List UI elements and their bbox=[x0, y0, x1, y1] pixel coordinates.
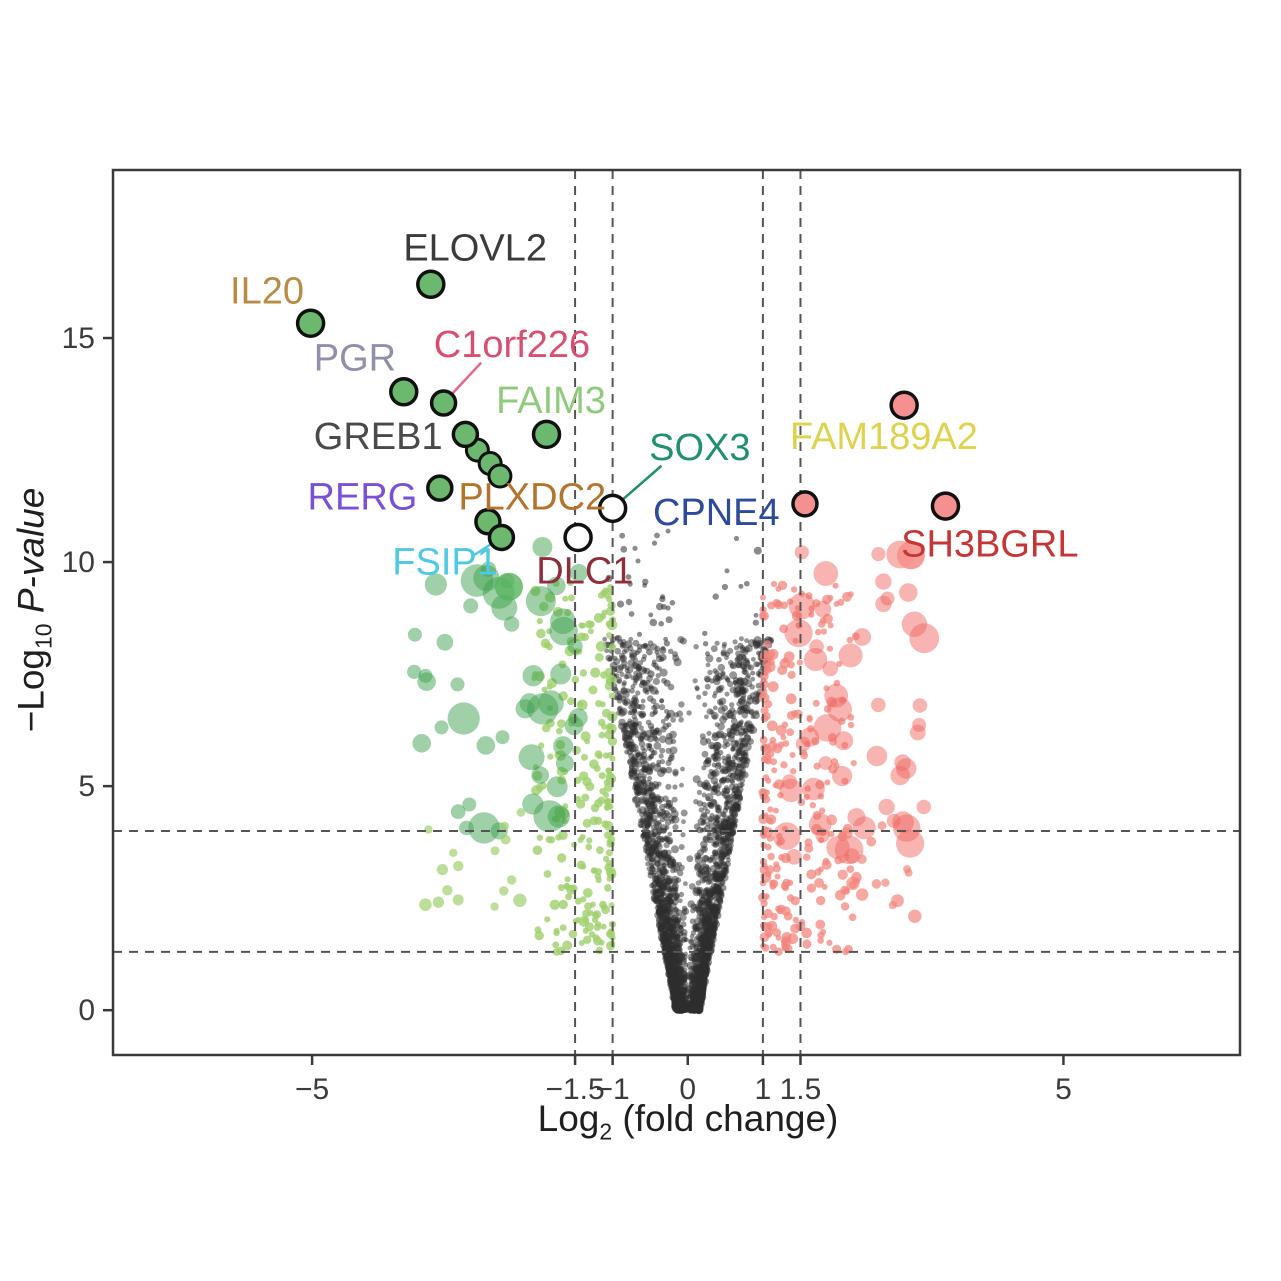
gene-point-FAM189A2 bbox=[889, 390, 919, 421]
outlined-point bbox=[487, 463, 513, 489]
gene-point-IL20 bbox=[295, 308, 326, 339]
gene-label-CPNE4: CPNE4 bbox=[653, 492, 780, 534]
points-up-scatter bbox=[826, 814, 922, 923]
gene-point-SH3BGRL bbox=[930, 491, 961, 521]
gene-label-RERG: RERG bbox=[308, 476, 418, 518]
gene-label-ELOVL2: ELOVL2 bbox=[403, 228, 547, 270]
gene-point-FSIP1 bbox=[487, 523, 516, 552]
y-tick-label: 5 bbox=[78, 770, 95, 803]
y-axis-label-subscript: 10 bbox=[30, 623, 57, 649]
x-tick-label: −1.5 bbox=[545, 1073, 604, 1106]
gene-label-SOX3: SOX3 bbox=[649, 427, 750, 469]
points-up-small bbox=[758, 580, 862, 956]
axis-tick-labels: −5 −1.5−1 0 1 1.5 5 0 5 10 15 bbox=[62, 322, 1072, 1106]
y-axis-label-italic: P-value bbox=[10, 487, 52, 614]
x-axis-label-base: Log bbox=[537, 1098, 600, 1139]
gene-label-PGR: PGR bbox=[314, 337, 396, 379]
y-tick-label: 10 bbox=[62, 546, 95, 579]
gene-point-ELOVL2 bbox=[416, 269, 446, 300]
points-up-large bbox=[772, 540, 940, 865]
axis-ticks bbox=[103, 336, 1065, 1065]
gene-label-IL20: IL20 bbox=[230, 270, 304, 312]
y-axis-label-base: −Log bbox=[10, 648, 52, 733]
threshold-lines bbox=[113, 170, 1240, 1055]
points-down-large bbox=[407, 537, 588, 844]
gene-point-SOX3 bbox=[597, 493, 628, 524]
gene-point-C1orf226 bbox=[429, 389, 458, 417]
gene-point-DLC1 bbox=[563, 522, 593, 553]
y-tick-label: 0 bbox=[78, 994, 95, 1027]
y-tick-label: 15 bbox=[62, 322, 95, 355]
gene-label-C1orf226: C1orf226 bbox=[434, 324, 590, 366]
background-points bbox=[407, 520, 940, 1015]
x-axis-label-rest: (fold change) bbox=[612, 1098, 839, 1139]
points-nonsig-funnel bbox=[602, 635, 774, 1015]
gene-label-PLXDC2: PLXDC2 bbox=[458, 476, 606, 518]
x-tick-label: 1.5 bbox=[780, 1073, 822, 1106]
gene-label-DLC1: DLC1 bbox=[536, 550, 633, 592]
gene-label-GREB1: GREB1 bbox=[314, 416, 443, 458]
x-tick-label: 0 bbox=[679, 1073, 696, 1106]
x-tick-label: 1 bbox=[755, 1073, 772, 1106]
gene-point-CPNE4 bbox=[791, 490, 819, 518]
gene-label-FAIM3: FAIM3 bbox=[496, 380, 606, 422]
extra-point-1 bbox=[494, 572, 523, 601]
x-axis-label: Log2 (fold change) bbox=[538, 1098, 839, 1145]
points-down-scatter bbox=[419, 808, 527, 911]
plot-border bbox=[111, 168, 1242, 1057]
gene-point-PGR bbox=[389, 377, 419, 407]
y-axis-label: −Log10 P-value bbox=[10, 488, 57, 733]
gene-label-SH3BGRL: SH3BGRL bbox=[901, 523, 1078, 565]
gene-label-FSIP1: FSIP1 bbox=[392, 541, 498, 583]
gene-point-RERG bbox=[426, 474, 454, 502]
x-axis-label-subscript: 2 bbox=[599, 1118, 613, 1145]
gene-point-GREB1 bbox=[451, 420, 480, 449]
extra-point-0 bbox=[896, 541, 925, 570]
gene-label-FAM189A2: FAM189A2 bbox=[790, 416, 978, 458]
x-tick-label: −1 bbox=[596, 1073, 630, 1106]
x-tick-label: 5 bbox=[1055, 1073, 1072, 1106]
gene-point-FAIM3 bbox=[531, 419, 562, 450]
x-tick-label: −5 bbox=[295, 1073, 329, 1106]
points-nonsig-upper bbox=[605, 520, 773, 687]
